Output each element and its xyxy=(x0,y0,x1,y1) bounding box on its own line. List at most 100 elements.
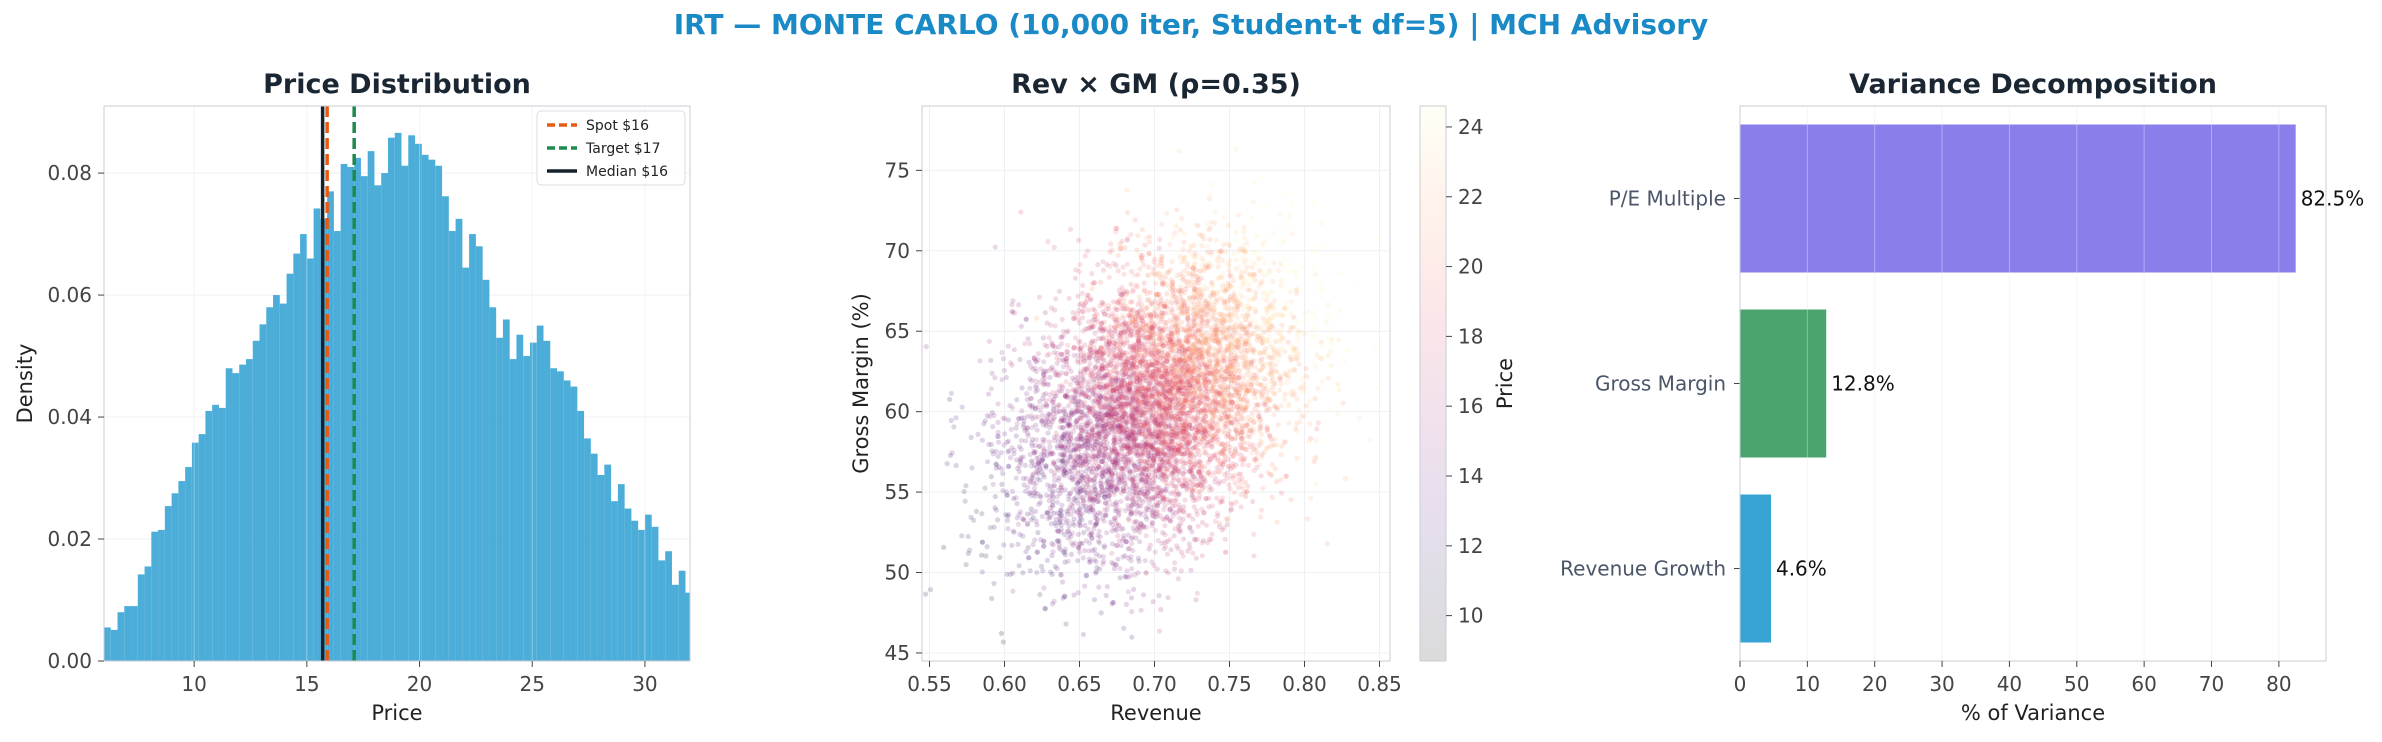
scatter-point xyxy=(1146,486,1152,492)
scatter-point xyxy=(1076,384,1082,390)
scatter-point xyxy=(1151,336,1157,343)
scatter-point xyxy=(1181,255,1187,262)
scatter-point xyxy=(1135,301,1141,308)
scatter-point xyxy=(1150,266,1157,272)
scatter-point xyxy=(1315,385,1321,392)
scatter-point xyxy=(1081,475,1087,481)
scatter-point xyxy=(1088,436,1095,443)
scatter-point xyxy=(1068,436,1074,442)
scatter-point xyxy=(1311,310,1317,316)
scatter-point xyxy=(1197,422,1203,429)
scatter-point xyxy=(1166,441,1173,447)
scatter-point xyxy=(1204,363,1210,369)
scatter-point xyxy=(1319,220,1325,226)
scatter-point xyxy=(1271,298,1278,304)
scatter-point xyxy=(1157,513,1163,519)
scatter-point xyxy=(1034,315,1040,321)
y-tick-label: 0.02 xyxy=(47,527,92,551)
scatter-point xyxy=(988,386,995,392)
histogram-bar xyxy=(671,584,679,661)
scatter-point xyxy=(1215,392,1221,398)
scatter-point xyxy=(1233,146,1239,152)
scatter-point xyxy=(1079,409,1085,415)
scatter-point xyxy=(1142,488,1148,495)
scatter-point xyxy=(1199,303,1205,309)
scatter-point xyxy=(1109,559,1115,566)
scatter-point xyxy=(1127,345,1133,351)
scatter-point xyxy=(1005,526,1011,532)
scatter-point xyxy=(1128,444,1134,450)
scatter-point xyxy=(1045,482,1051,488)
scatter-point xyxy=(995,401,1001,407)
scatter-point xyxy=(1047,411,1053,417)
scatter-point xyxy=(1297,418,1303,425)
scatter-point xyxy=(1137,510,1143,516)
histogram-bar xyxy=(333,231,341,661)
histogram-bar xyxy=(462,267,470,661)
scatter-point xyxy=(1031,450,1037,456)
scatter-point xyxy=(1261,260,1267,266)
scatter-point xyxy=(1241,259,1247,265)
scatter-point xyxy=(1271,230,1277,236)
scatter-point xyxy=(1199,243,1205,249)
scatter-point xyxy=(1194,416,1201,422)
scatter-point xyxy=(1132,343,1138,349)
scatter-point xyxy=(1168,277,1174,283)
scatter-point xyxy=(1029,459,1035,465)
scatter-point xyxy=(1250,416,1256,422)
scatter-point xyxy=(1131,417,1137,423)
scatter-point xyxy=(1149,350,1155,356)
scatter-point xyxy=(1199,479,1205,485)
scatter-point xyxy=(1213,237,1219,243)
scatter-point xyxy=(1214,495,1220,501)
scatter-point xyxy=(1092,392,1098,398)
scatter-point xyxy=(1169,306,1175,312)
scatter-point xyxy=(1042,342,1048,348)
scatter-point xyxy=(1000,639,1006,645)
scatter-point xyxy=(1187,524,1193,530)
scatter-point xyxy=(1086,351,1092,357)
scatter-point xyxy=(1114,346,1120,352)
scatter-point xyxy=(1080,555,1086,561)
scatter-point xyxy=(1180,508,1186,514)
scatter-point xyxy=(1113,364,1119,370)
scatter-point xyxy=(1124,210,1130,216)
scatter-point xyxy=(1068,540,1075,546)
scatter-point xyxy=(1044,343,1050,349)
scatter-point xyxy=(1041,538,1047,544)
scatter-point xyxy=(1076,518,1082,524)
scatter-point xyxy=(1052,483,1058,489)
scatter-point xyxy=(1131,437,1137,443)
scatter-point xyxy=(1043,492,1050,498)
scatter-point xyxy=(1014,501,1020,507)
scatter-point xyxy=(1160,343,1166,349)
scatter-point xyxy=(1185,271,1191,277)
scatter-point xyxy=(991,580,997,587)
scatter-point xyxy=(1076,454,1083,460)
scatter-point xyxy=(1144,401,1150,407)
scatter-point xyxy=(1101,443,1107,449)
histogram-bar xyxy=(347,166,355,661)
scatter-point xyxy=(1141,332,1147,338)
scatter-point xyxy=(1112,429,1118,435)
scatter-point xyxy=(1123,539,1129,545)
scatter-point xyxy=(1203,395,1209,401)
scatter-point xyxy=(1111,485,1117,491)
scatter-point xyxy=(1106,493,1112,499)
scatter-point xyxy=(1228,500,1234,506)
scatter-point xyxy=(1291,346,1297,352)
scatter-point xyxy=(1336,387,1342,393)
histogram-bar xyxy=(678,570,686,661)
scatter-point xyxy=(1097,441,1103,447)
scatter-point xyxy=(1152,549,1158,555)
scatter-point xyxy=(1005,449,1011,455)
scatter-point xyxy=(1142,509,1148,515)
scatter-point xyxy=(1047,451,1054,457)
scatter-point xyxy=(1244,340,1250,347)
scatter-point xyxy=(1187,368,1194,374)
histogram-bar xyxy=(509,359,517,661)
scatter-point xyxy=(1142,395,1148,401)
scatter-point xyxy=(1134,403,1140,409)
scatter-point xyxy=(1075,558,1081,564)
